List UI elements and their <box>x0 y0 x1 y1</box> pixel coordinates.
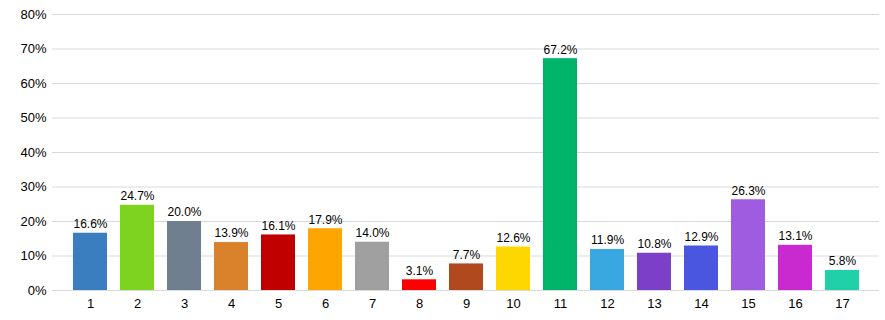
svg-text:9: 9 <box>463 296 470 311</box>
svg-text:70%: 70% <box>20 41 46 56</box>
svg-text:14: 14 <box>694 296 708 311</box>
svg-text:67.2%: 67.2% <box>543 43 577 57</box>
svg-text:16: 16 <box>788 296 802 311</box>
svg-text:8: 8 <box>416 296 423 311</box>
svg-text:2: 2 <box>134 296 141 311</box>
svg-text:12.9%: 12.9% <box>684 230 718 244</box>
svg-text:16.1%: 16.1% <box>261 219 295 233</box>
svg-text:50%: 50% <box>20 110 46 125</box>
svg-text:7.7%: 7.7% <box>453 248 481 262</box>
svg-text:0%: 0% <box>28 283 47 298</box>
svg-text:80%: 80% <box>20 7 46 22</box>
svg-text:10: 10 <box>506 296 520 311</box>
svg-text:5.8%: 5.8% <box>829 254 857 268</box>
svg-text:40%: 40% <box>20 145 46 160</box>
svg-text:15: 15 <box>741 296 755 311</box>
svg-text:4: 4 <box>228 296 235 311</box>
svg-text:12.6%: 12.6% <box>496 231 530 245</box>
svg-text:10%: 10% <box>20 248 46 263</box>
svg-text:7: 7 <box>369 296 376 311</box>
svg-text:26.3%: 26.3% <box>731 184 765 198</box>
svg-text:6: 6 <box>322 296 329 311</box>
svg-text:1: 1 <box>87 296 94 311</box>
svg-text:12: 12 <box>600 296 614 311</box>
svg-text:13.9%: 13.9% <box>214 226 248 240</box>
svg-text:30%: 30% <box>20 179 46 194</box>
svg-text:24.7%: 24.7% <box>120 189 154 203</box>
svg-text:3.1%: 3.1% <box>406 264 434 278</box>
svg-text:20.0%: 20.0% <box>167 205 201 219</box>
svg-text:60%: 60% <box>20 76 46 91</box>
svg-text:13.1%: 13.1% <box>778 229 812 243</box>
svg-text:11: 11 <box>554 296 568 311</box>
svg-text:17.9%: 17.9% <box>308 213 342 227</box>
svg-text:17: 17 <box>835 296 849 311</box>
svg-text:5: 5 <box>275 296 282 311</box>
svg-text:3: 3 <box>181 296 188 311</box>
svg-text:16.6%: 16.6% <box>73 217 107 231</box>
svg-text:13: 13 <box>647 296 661 311</box>
svg-text:14.0%: 14.0% <box>355 226 389 240</box>
svg-text:10.8%: 10.8% <box>637 237 671 251</box>
svg-text:11.9%: 11.9% <box>591 233 624 247</box>
svg-text:20%: 20% <box>20 214 46 229</box>
